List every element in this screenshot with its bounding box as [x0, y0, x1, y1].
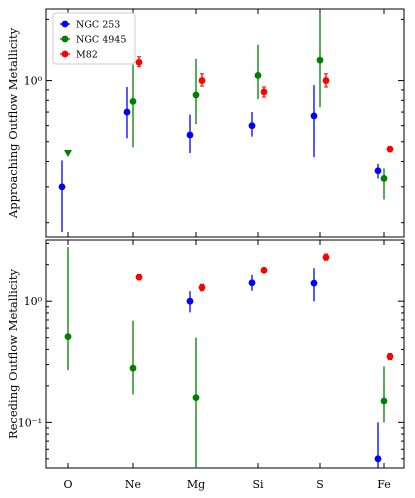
data-point — [374, 167, 382, 175]
x-tick-label: Fe — [377, 478, 391, 491]
legend-label: NGC 253 — [76, 20, 120, 31]
data-point — [248, 279, 256, 287]
data-point — [135, 273, 143, 281]
data-point — [254, 72, 262, 79]
data-point — [374, 455, 382, 463]
y-axis-label-top: Approaching Outflow Metallicity — [6, 27, 20, 219]
data-point — [64, 333, 72, 341]
x-tick-label: Si — [252, 478, 264, 491]
data-point — [386, 145, 394, 153]
y-axis-label-bottom: Receding Outflow Metallicity — [6, 268, 20, 439]
data-point — [322, 253, 330, 261]
legend-marker — [61, 50, 69, 58]
data-point — [123, 108, 131, 116]
data-point — [310, 279, 318, 287]
legend-label: M82 — [76, 50, 98, 61]
data-point — [198, 77, 206, 84]
panel-frame-top — [45, 8, 405, 238]
y-tick-label: 10⁰ — [24, 75, 43, 88]
x-tick-label: Ne — [125, 478, 141, 491]
data-point — [198, 283, 206, 291]
legend-marker — [61, 35, 69, 43]
legend-box — [52, 12, 136, 65]
data-point — [248, 122, 256, 130]
panel-frame-bottom — [45, 239, 405, 469]
data-point — [260, 266, 268, 274]
legend-marker — [61, 20, 69, 28]
data-point — [129, 364, 137, 372]
data-point — [380, 397, 388, 405]
data-point — [260, 88, 268, 96]
upper-limit-marker — [64, 150, 72, 158]
data-point — [322, 77, 330, 84]
data-point — [192, 91, 200, 99]
data-point — [129, 97, 137, 105]
data-point — [380, 175, 388, 182]
data-point — [316, 56, 324, 64]
data-point — [186, 297, 194, 305]
axes-layer: 10⁰ Approaching Outflow Metallicity 10⁻¹ 10… — [6, 8, 405, 491]
data-point — [135, 58, 143, 66]
legend: NGC 253 NGC 4945 M82 — [52, 12, 136, 65]
data-point — [192, 394, 200, 402]
y-tick-label: 10⁰ — [24, 295, 43, 308]
data-point — [58, 183, 66, 191]
data-point — [186, 131, 194, 139]
data-point — [386, 353, 394, 360]
x-tick-label: S — [316, 478, 324, 491]
legend-label: NGC 4945 — [76, 35, 126, 46]
data-point — [310, 112, 318, 120]
data-layer — [58, 13, 394, 468]
y-tick-label: 10⁻¹ — [18, 416, 42, 429]
x-tick-label: O — [63, 478, 72, 491]
x-tick-label: Mg — [187, 478, 205, 491]
